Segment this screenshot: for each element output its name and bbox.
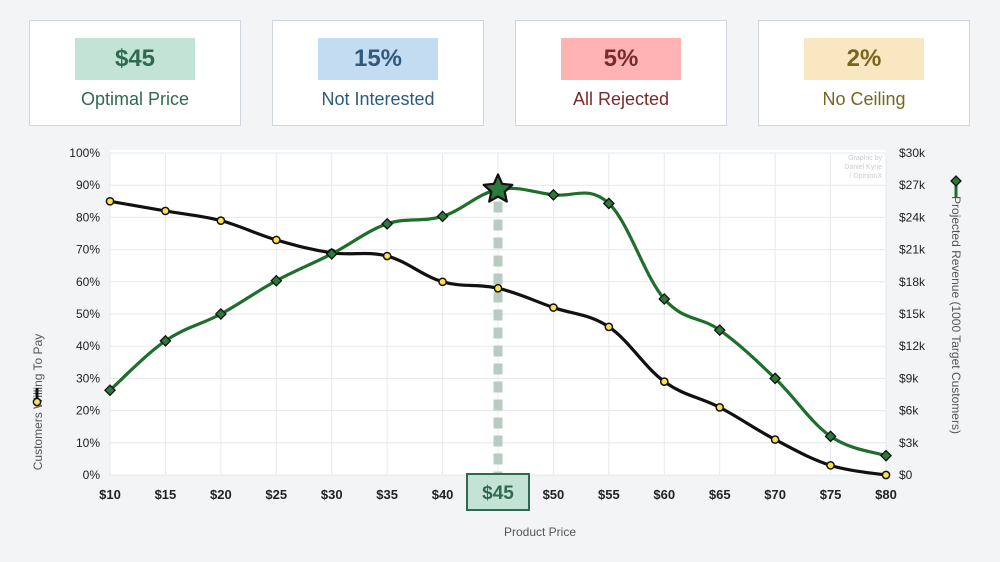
data-point-revenue <box>325 247 338 260</box>
y-right-tick-label: $21k <box>899 243 926 257</box>
right-legend-key <box>950 175 962 198</box>
watermark-line: Graphic by <box>848 155 882 162</box>
x-tick-label: $20 <box>210 487 232 502</box>
x-tick-label: $10 <box>99 487 121 502</box>
x-tick-label: $35 <box>376 487 398 502</box>
watermark-line: Daniel Kyne <box>844 164 882 171</box>
optimal-price-box <box>466 473 530 511</box>
watermark-line: / OpinionX <box>849 173 882 180</box>
data-point-customers <box>216 216 226 225</box>
kpi-card-no-ceiling: 2% No Ceiling <box>758 20 970 126</box>
data-point-revenue <box>381 217 394 230</box>
kpi-card-optimal-price: $45 Optimal Price <box>29 20 241 126</box>
kpi-cards: $45 Optimal Price 15% Not Interested 5% … <box>29 20 971 128</box>
kpi-value: 15% <box>318 38 438 80</box>
y-right-tick-label: $15k <box>899 307 926 321</box>
optimal-price-guide: $45 <box>466 201 530 511</box>
y-left-tick-label: 10% <box>76 436 100 450</box>
kpi-value: 2% <box>804 38 924 80</box>
y-right-tick-label: $24k <box>899 210 926 224</box>
x-tick-label: $55 <box>598 487 620 502</box>
x-tick-label: $40 <box>432 487 454 502</box>
data-point-customers <box>161 206 170 216</box>
data-point-customers <box>382 251 392 261</box>
x-tick-label: $50 <box>543 487 565 502</box>
x-tick-label: $70 <box>764 487 786 502</box>
x-tick-label: $75 <box>820 487 842 502</box>
y-left-tick-label: 60% <box>76 275 100 289</box>
y-right-tick-label: $18k <box>899 275 926 289</box>
data-point-customers <box>105 196 115 206</box>
y-left-tick-label: 100% <box>69 146 100 160</box>
optimal-price-label: $45 <box>482 483 514 504</box>
x-tick-label: $80 <box>875 487 897 502</box>
x-tick-label: $25 <box>265 487 287 502</box>
y-left-tick-label: 70% <box>76 243 100 257</box>
x-axis-title: Product Price <box>504 525 576 539</box>
y-left-tick-label: 80% <box>76 210 100 224</box>
data-point-revenue <box>713 324 726 337</box>
data-point-customers <box>549 303 558 312</box>
x-tick-label: $15 <box>155 487 177 502</box>
x-tick-label: $65 <box>709 487 731 502</box>
data-point-revenue <box>436 210 449 223</box>
optimal-star-marker <box>482 173 514 203</box>
y-left-tick-label: 90% <box>76 178 100 192</box>
data-point-customers <box>715 403 725 412</box>
data-point-customers <box>271 235 281 245</box>
kpi-label: All Rejected <box>572 89 670 109</box>
data-point-revenue <box>547 188 560 201</box>
data-point-revenue <box>270 274 283 287</box>
legend-marker-customers <box>32 397 42 407</box>
legend-marker-revenue <box>950 175 962 187</box>
y-left-tick-label: 0% <box>83 468 101 482</box>
kpi-label: Not Interested <box>321 89 435 109</box>
kpi-label: Optimal Price <box>80 89 190 109</box>
kpi-value: 5% <box>561 38 681 80</box>
y-left-tick-label: 30% <box>76 371 100 385</box>
y-left-tick-label: 20% <box>76 404 100 418</box>
data-point-revenue <box>769 372 782 385</box>
data-point-revenue <box>602 197 615 210</box>
data-point-revenue <box>103 384 117 397</box>
y-right-tick-label: $6k <box>899 404 919 418</box>
y-left-tick-label: 50% <box>76 307 100 321</box>
data-point-revenue <box>879 449 893 462</box>
data-point-customers <box>881 470 891 480</box>
data-point-revenue <box>824 430 837 443</box>
watermark: Graphic by Daniel Kyne / OpinionX <box>844 155 882 180</box>
data-point-customers <box>493 283 503 293</box>
data-point-revenue <box>214 307 227 321</box>
y-right-tick-label: $0 <box>899 468 913 482</box>
y-right-tick-label: $30k <box>899 146 926 160</box>
y-axis-right-title: Projected Revenue (1000 Target Customers… <box>949 196 963 434</box>
data-point-customers <box>438 277 447 287</box>
y-right-tick-label: $27k <box>899 178 926 192</box>
data-point-revenue <box>658 292 671 305</box>
kpi-value: $45 <box>75 38 195 80</box>
kpi-card-all-rejected: 5% All Rejected <box>515 20 727 126</box>
kpi-card-not-interested: 15% Not Interested <box>272 20 484 126</box>
y-right-tick-label: $12k <box>899 339 926 353</box>
price-chart: $45 0%10%20%30%40%50%60%70%80%90%100%$0$… <box>31 146 963 539</box>
x-tick-label: $30 <box>321 487 343 502</box>
data-point-customers <box>826 460 835 470</box>
data-point-customers <box>770 435 780 444</box>
markers-layer <box>103 173 893 480</box>
kpi-label: No Ceiling <box>822 89 906 109</box>
y-right-tick-label: $9k <box>899 371 919 385</box>
y-right-tick-label: $3k <box>899 436 919 450</box>
data-point-customers <box>604 322 614 332</box>
left-legend-key <box>32 388 42 407</box>
x-tick-label: $60 <box>653 487 675 502</box>
y-left-tick-label: 40% <box>76 339 100 353</box>
tick-labels: 0% 10% 20% 30% 40% 50% 60% 70% 80% 90% 100% $0 $3k $6… <box>69 146 926 502</box>
data-point-revenue <box>159 334 172 347</box>
data-point-customers <box>659 377 669 386</box>
